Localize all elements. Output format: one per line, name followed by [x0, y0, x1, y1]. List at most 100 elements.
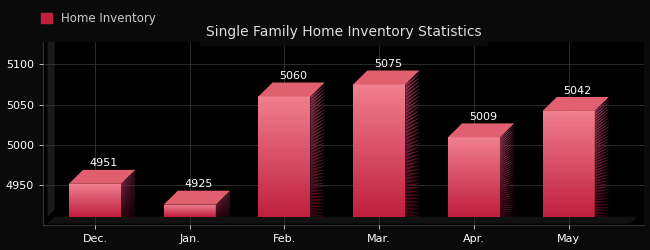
Polygon shape: [353, 157, 405, 160]
Polygon shape: [448, 153, 500, 155]
Polygon shape: [405, 190, 419, 194]
Polygon shape: [448, 213, 500, 215]
Polygon shape: [258, 82, 325, 96]
Polygon shape: [595, 174, 609, 180]
Polygon shape: [69, 192, 121, 193]
Polygon shape: [121, 181, 135, 192]
Polygon shape: [500, 167, 514, 175]
Polygon shape: [595, 212, 609, 214]
Polygon shape: [353, 141, 405, 144]
Polygon shape: [311, 146, 325, 154]
Polygon shape: [121, 193, 135, 200]
Polygon shape: [353, 184, 405, 187]
Polygon shape: [405, 114, 419, 124]
Polygon shape: [258, 102, 311, 106]
Polygon shape: [500, 163, 514, 171]
Polygon shape: [448, 203, 500, 205]
Polygon shape: [448, 145, 500, 147]
Polygon shape: [500, 130, 514, 143]
Polygon shape: [595, 190, 609, 193]
Polygon shape: [69, 186, 121, 187]
Polygon shape: [595, 154, 609, 161]
Polygon shape: [216, 193, 230, 206]
Polygon shape: [448, 209, 500, 211]
Polygon shape: [500, 174, 514, 181]
Polygon shape: [216, 213, 230, 215]
Polygon shape: [311, 142, 325, 150]
Polygon shape: [448, 124, 514, 137]
Polygon shape: [216, 209, 230, 214]
Polygon shape: [353, 164, 405, 167]
Polygon shape: [405, 92, 419, 104]
Polygon shape: [353, 98, 405, 101]
Polygon shape: [405, 136, 419, 144]
Polygon shape: [405, 103, 419, 114]
Polygon shape: [448, 139, 500, 141]
Polygon shape: [311, 126, 325, 136]
Polygon shape: [216, 204, 230, 211]
Polygon shape: [164, 205, 216, 206]
Polygon shape: [595, 214, 609, 217]
Polygon shape: [500, 172, 514, 179]
Polygon shape: [405, 214, 419, 217]
Polygon shape: [121, 176, 135, 189]
Polygon shape: [405, 88, 419, 101]
Polygon shape: [121, 212, 135, 214]
Polygon shape: [543, 190, 595, 193]
Polygon shape: [69, 212, 121, 214]
Polygon shape: [258, 154, 311, 156]
Polygon shape: [500, 213, 514, 215]
Polygon shape: [258, 148, 311, 150]
Polygon shape: [216, 191, 230, 205]
Polygon shape: [121, 182, 135, 193]
Polygon shape: [216, 203, 230, 210]
Polygon shape: [311, 106, 325, 118]
Title: Single Family Home Inventory Statistics: Single Family Home Inventory Statistics: [206, 26, 482, 40]
Polygon shape: [69, 188, 121, 189]
Polygon shape: [543, 206, 595, 209]
Polygon shape: [216, 201, 230, 209]
Polygon shape: [448, 193, 500, 195]
Polygon shape: [216, 205, 230, 211]
Polygon shape: [500, 128, 514, 141]
Polygon shape: [258, 166, 311, 168]
Polygon shape: [595, 196, 609, 198]
Polygon shape: [311, 176, 325, 180]
Polygon shape: [216, 216, 230, 217]
Polygon shape: [121, 190, 135, 198]
Polygon shape: [258, 144, 311, 148]
Polygon shape: [121, 210, 135, 212]
Polygon shape: [353, 197, 405, 200]
Polygon shape: [258, 190, 311, 193]
Polygon shape: [121, 216, 135, 217]
Polygon shape: [216, 206, 230, 212]
Polygon shape: [69, 201, 121, 202]
Polygon shape: [543, 137, 595, 140]
Polygon shape: [258, 184, 311, 187]
Polygon shape: [448, 163, 500, 165]
Polygon shape: [216, 215, 230, 216]
Polygon shape: [216, 211, 230, 214]
Polygon shape: [311, 190, 325, 193]
Polygon shape: [595, 204, 609, 206]
Polygon shape: [69, 207, 121, 208]
Polygon shape: [543, 161, 595, 164]
Polygon shape: [405, 200, 419, 203]
Polygon shape: [500, 151, 514, 161]
Polygon shape: [543, 140, 595, 143]
Polygon shape: [448, 137, 500, 139]
Polygon shape: [69, 202, 121, 203]
Polygon shape: [595, 192, 609, 196]
Polygon shape: [121, 190, 135, 198]
Polygon shape: [500, 211, 514, 213]
Polygon shape: [216, 207, 230, 212]
Polygon shape: [448, 151, 500, 153]
Polygon shape: [258, 120, 311, 124]
Polygon shape: [164, 216, 216, 217]
Polygon shape: [69, 184, 121, 185]
Polygon shape: [69, 214, 121, 215]
Polygon shape: [595, 150, 609, 158]
Polygon shape: [258, 172, 311, 174]
Polygon shape: [543, 122, 595, 124]
Polygon shape: [595, 160, 609, 166]
